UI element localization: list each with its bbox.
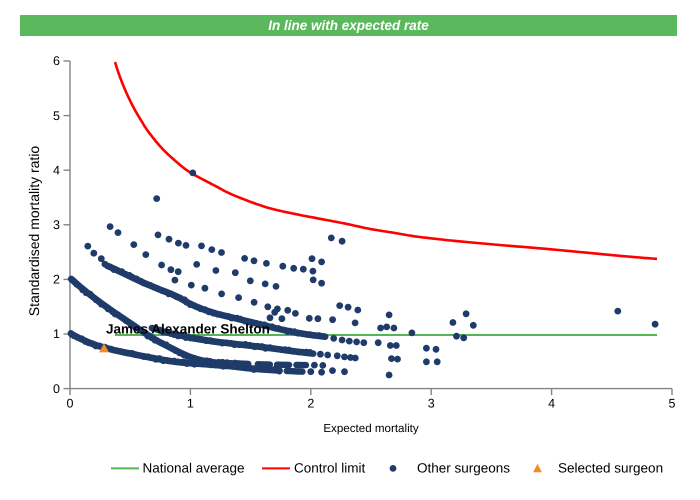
svg-text:4: 4 [53, 163, 60, 177]
svg-text:National average: National average [143, 461, 245, 476]
svg-text:5: 5 [53, 109, 60, 123]
svg-text:3: 3 [53, 218, 60, 232]
svg-text:Standardised mortality ratio: Standardised mortality ratio [26, 146, 42, 317]
svg-text:Other surgeons: Other surgeons [417, 461, 510, 476]
svg-text:5: 5 [669, 397, 676, 411]
svg-text:James Alexander Shelton: James Alexander Shelton [106, 322, 270, 337]
svg-text:Expected mortality: Expected mortality [323, 422, 419, 435]
svg-text:3: 3 [428, 397, 435, 411]
svg-text:4: 4 [548, 397, 555, 411]
svg-text:1: 1 [53, 327, 60, 341]
svg-text:Selected surgeon: Selected surgeon [558, 461, 663, 476]
svg-text:1: 1 [187, 397, 194, 411]
svg-text:0: 0 [53, 382, 60, 396]
svg-text:0: 0 [67, 397, 74, 411]
svg-text:2: 2 [307, 397, 314, 411]
svg-text:6: 6 [53, 54, 60, 68]
svg-text:Control limit: Control limit [294, 461, 366, 476]
svg-text:2: 2 [53, 273, 60, 287]
